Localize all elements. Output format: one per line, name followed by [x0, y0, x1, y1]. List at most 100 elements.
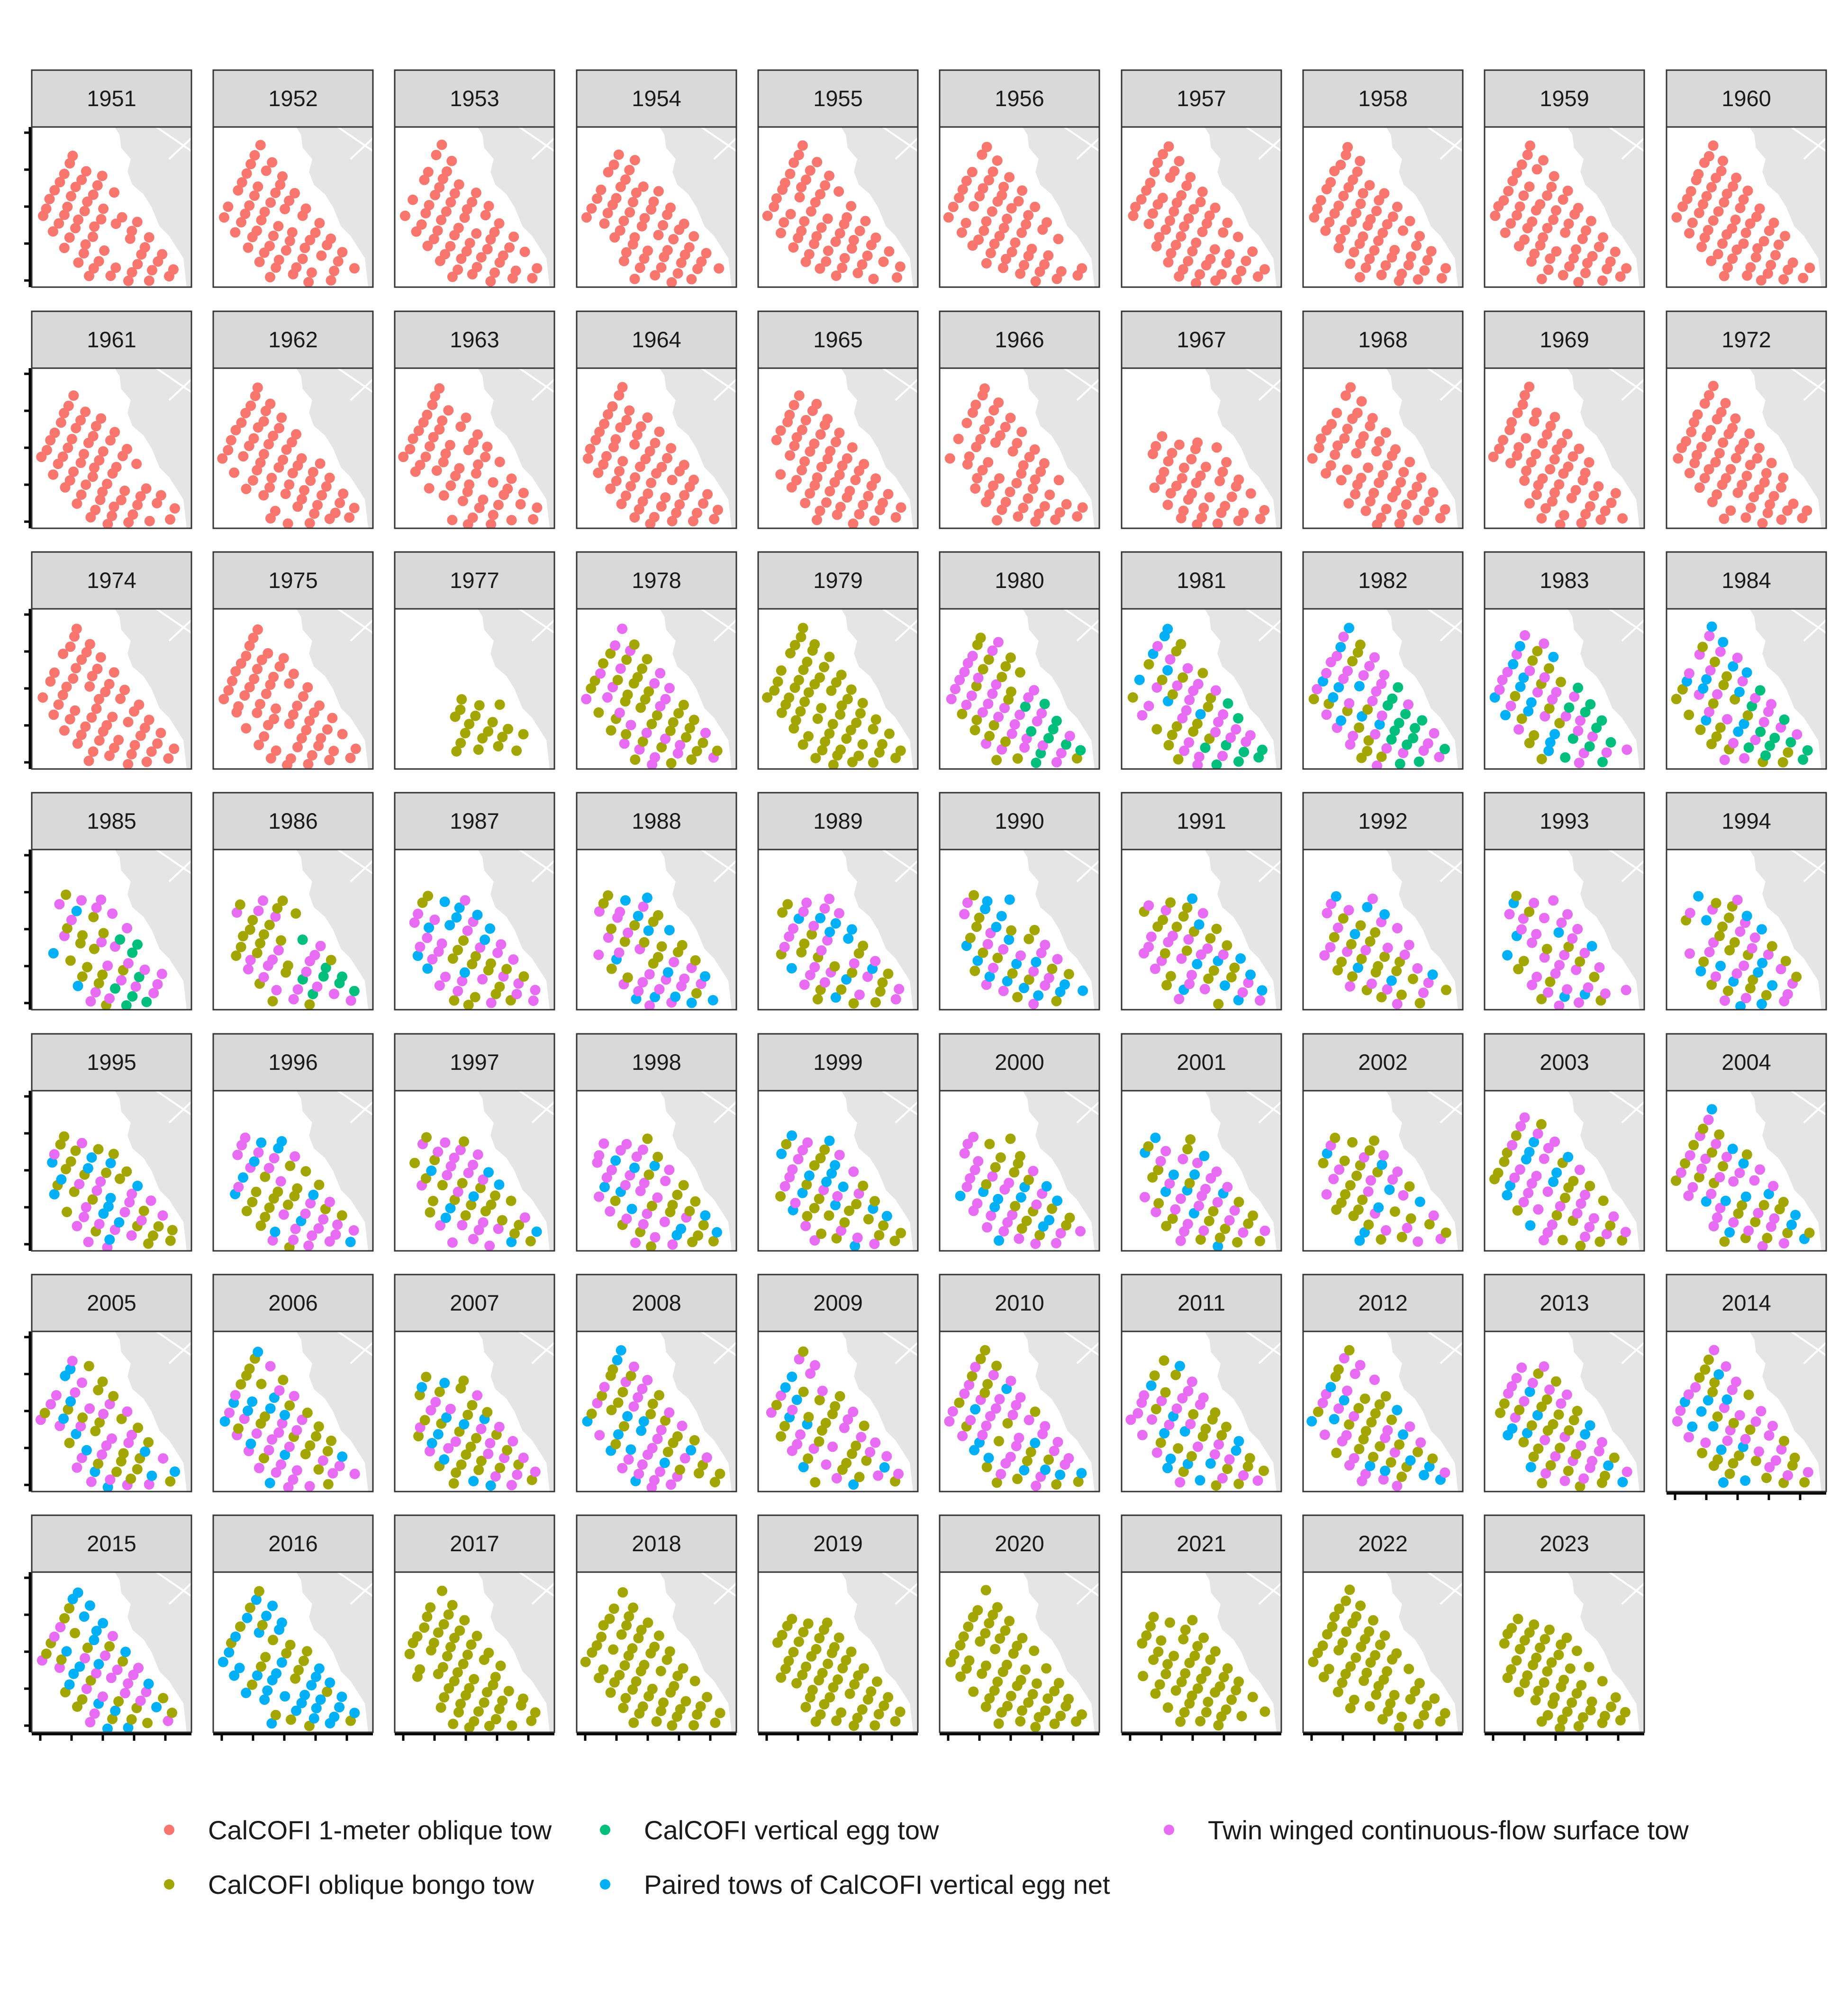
data-point	[991, 679, 1002, 690]
data-point	[790, 715, 801, 726]
data-point	[1373, 961, 1384, 972]
data-point	[969, 966, 980, 977]
data-point	[1202, 943, 1213, 954]
data-point	[992, 515, 1003, 526]
data-point	[798, 1346, 809, 1357]
data-point	[439, 896, 450, 907]
data-point	[1750, 1217, 1761, 1227]
panel-plot-2008	[577, 1331, 736, 1492]
data-point	[1615, 271, 1626, 282]
data-point	[429, 1155, 440, 1166]
data-point	[1197, 668, 1208, 678]
strip-1984	[1666, 551, 1827, 610]
data-point	[245, 955, 256, 966]
data-point	[868, 757, 879, 768]
data-point	[264, 920, 275, 931]
data-point	[832, 1191, 843, 1202]
data-point	[636, 1425, 647, 1436]
data-point	[1524, 906, 1535, 917]
data-point	[870, 1437, 881, 1448]
data-point	[622, 972, 633, 983]
data-point	[241, 1688, 252, 1698]
data-point	[1762, 507, 1773, 518]
data-point	[459, 212, 470, 223]
data-point	[1247, 246, 1258, 257]
data-point	[1329, 1414, 1340, 1425]
data-point	[1394, 518, 1405, 528]
data-point	[610, 1155, 621, 1166]
data-point	[1541, 429, 1552, 440]
data-point	[1680, 1158, 1691, 1169]
data-point	[87, 1194, 98, 1205]
data-point	[1728, 1176, 1739, 1187]
panel-border-1999	[757, 1090, 919, 1252]
data-point	[68, 1668, 79, 1679]
data-point	[72, 1221, 82, 1231]
data-point	[677, 1420, 688, 1431]
data-point	[664, 683, 675, 694]
data-point	[113, 1696, 124, 1707]
data-point	[230, 666, 241, 677]
data-point	[1237, 987, 1248, 998]
data-point	[834, 427, 845, 438]
data-point	[625, 481, 636, 492]
facet-panel-1995: 1995	[24, 1033, 192, 1252]
data-point	[89, 943, 100, 954]
data-point	[1247, 1692, 1258, 1702]
data-point	[323, 1479, 334, 1490]
data-point	[1143, 900, 1154, 911]
data-point	[797, 465, 807, 476]
data-point	[1143, 659, 1154, 670]
data-point	[638, 1219, 649, 1230]
panel-plot-1979	[758, 609, 918, 769]
data-point	[269, 1392, 280, 1403]
data-point	[1200, 742, 1211, 753]
data-point	[428, 1195, 438, 1206]
panel-plot-1978	[577, 609, 736, 769]
panel-border-1961	[31, 367, 192, 529]
data-point	[107, 908, 118, 919]
data-point	[1193, 1441, 1203, 1452]
border-line-1987	[518, 850, 554, 875]
data-point	[629, 920, 640, 931]
data-point	[1529, 1137, 1540, 1148]
data-point	[830, 1160, 841, 1171]
data-point	[1241, 255, 1251, 266]
strip-label-1989: 1989	[813, 808, 863, 833]
data-point	[1222, 1182, 1233, 1193]
data-point	[1355, 920, 1366, 931]
data-point	[282, 518, 293, 528]
data-point	[1181, 705, 1192, 716]
data-point	[419, 1415, 430, 1426]
border-line-1984	[1790, 609, 1826, 634]
data-point	[1769, 1213, 1780, 1224]
data-point	[822, 213, 833, 224]
data-point	[809, 1203, 820, 1213]
data-point	[1508, 659, 1519, 669]
data-point	[333, 256, 344, 267]
data-point	[662, 967, 673, 978]
data-point	[1259, 264, 1270, 275]
data-point	[991, 922, 1002, 932]
data-point	[1598, 232, 1608, 243]
data-point	[311, 1431, 321, 1442]
data-point	[624, 405, 635, 416]
data-point	[1489, 692, 1500, 703]
data-point	[1340, 1189, 1350, 1200]
strip-label-2022: 2022	[1358, 1531, 1408, 1556]
data-point	[330, 507, 341, 518]
strip-2017	[394, 1514, 555, 1573]
strip-label-1965: 1965	[813, 327, 863, 352]
data-point	[116, 1456, 127, 1467]
data-point	[1734, 687, 1745, 697]
border-line-2-1985	[168, 860, 191, 883]
data-point	[1560, 711, 1571, 722]
data-point	[688, 231, 699, 242]
strip-1957	[1121, 69, 1282, 128]
data-point	[299, 1655, 309, 1666]
panel-border-1956	[939, 126, 1100, 288]
data-point	[1005, 413, 1016, 423]
data-point	[470, 992, 480, 1003]
data-point	[1413, 756, 1424, 767]
strip-label-1959: 1959	[1540, 86, 1589, 111]
